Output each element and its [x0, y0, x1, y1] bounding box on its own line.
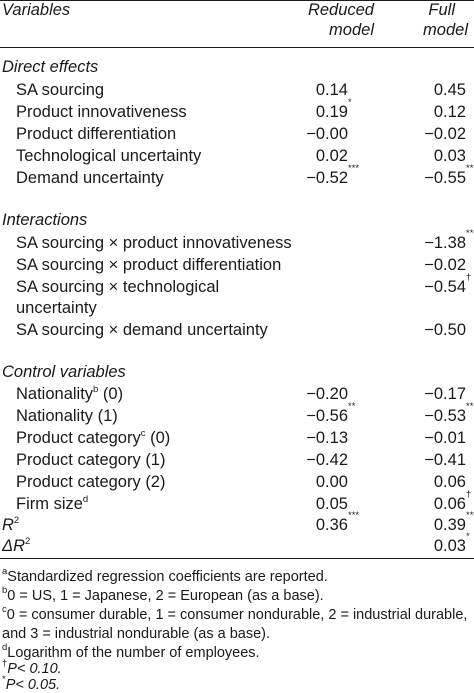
row-label: Product innovativeness	[16, 103, 187, 121]
reduced-value: 0.19 *	[315, 97, 352, 121]
row-label: Product category (2)	[16, 473, 166, 491]
full-value: 0.06	[433, 473, 466, 491]
full-value: −0.02	[424, 256, 466, 274]
top-rule	[0, 0, 474, 1]
full-value: −0.55***	[424, 163, 474, 187]
full-value: −0.02	[424, 125, 466, 143]
footnote-c: c0 = consumer durable, 1 = consumer nond…	[2, 604, 468, 623]
full-value: 0.12	[433, 103, 466, 121]
full-value: −1.38 **	[424, 228, 474, 252]
row-label: SA sourcing × product differentiation	[16, 256, 282, 274]
full-value: −0.54 †	[424, 272, 472, 296]
section-interactions: Interactions	[2, 211, 88, 229]
row-label: Product category (1)	[16, 451, 166, 469]
row-label: Technological uncertainty	[16, 147, 202, 165]
row-label: Nationalityb (0)	[16, 383, 124, 403]
section-control-variables: Control variables	[2, 363, 126, 381]
row-label: SA sourcing × demand uncertainty	[16, 321, 268, 339]
full-value: 0.06 †	[433, 489, 472, 513]
header-full-line2: model	[423, 21, 468, 39]
reduced-value: 0.00	[315, 473, 348, 491]
reduced-value: −0.52 ***	[306, 163, 360, 187]
row-label-r-squared: R2	[2, 514, 20, 534]
reduced-value: 0.36 ***	[315, 510, 360, 534]
row-label-delta-r-squared: ΔR2	[2, 535, 31, 555]
full-value: −0.17	[424, 385, 466, 403]
header-full-line1: Full	[428, 1, 455, 19]
reduced-value: −0.42	[306, 451, 348, 469]
reduced-value: 0.05	[315, 495, 348, 513]
full-value: 0.03 *	[433, 531, 470, 555]
full-value: 0.45	[433, 81, 466, 99]
footnote-a: aStandardized regression coefficients ar…	[2, 566, 328, 585]
row-label: Demand uncertainty	[16, 169, 164, 187]
full-value: 0.39***	[433, 510, 474, 534]
footnote-dagger: †P< 0.10.	[2, 658, 62, 677]
row-label: Firm sized	[16, 493, 89, 513]
header-variables: Variables	[2, 1, 71, 19]
section-direct-effects: Direct effects	[2, 58, 99, 76]
row-label: SA sourcing × product innovativeness	[16, 234, 292, 252]
full-value: −0.53 **	[424, 401, 474, 425]
row-label: Product differentiation	[16, 125, 177, 143]
row-label: SA sourcing × technological	[16, 278, 220, 296]
full-value: −0.01	[424, 429, 466, 447]
header-rule	[0, 47, 474, 48]
reduced-value: −0.00	[306, 125, 348, 143]
footnote-c-continued: and 3 = industrial nondurable (as a base…	[2, 626, 271, 642]
reduced-value: −0.20	[306, 385, 348, 403]
full-value: −0.50	[424, 321, 466, 339]
row-label: Nationality (1)	[16, 407, 118, 425]
reduced-value: 0.02	[315, 147, 348, 165]
row-label: Product categoryc (0)	[16, 427, 171, 447]
reduced-value: −0.56 **	[306, 401, 356, 425]
footnote-star: *P< 0.05.	[2, 674, 61, 693]
full-value: −0.41	[424, 451, 466, 469]
footnote-b: b0 = US, 1 = Japanese, 2 = European (as …	[2, 585, 324, 604]
header-reduced-line1: Reduced	[307, 1, 374, 19]
footnote-d: dLogarithm of the number of employees.	[2, 642, 260, 661]
row-label-continued: uncertainty	[16, 299, 97, 317]
full-value: 0.03	[433, 147, 466, 165]
reduced-value: 0.14	[315, 81, 348, 99]
header-reduced-line2: model	[329, 21, 374, 39]
row-label: SA sourcing	[16, 81, 105, 99]
reduced-value: −0.13	[306, 429, 348, 447]
bottom-rule	[0, 558, 474, 559]
